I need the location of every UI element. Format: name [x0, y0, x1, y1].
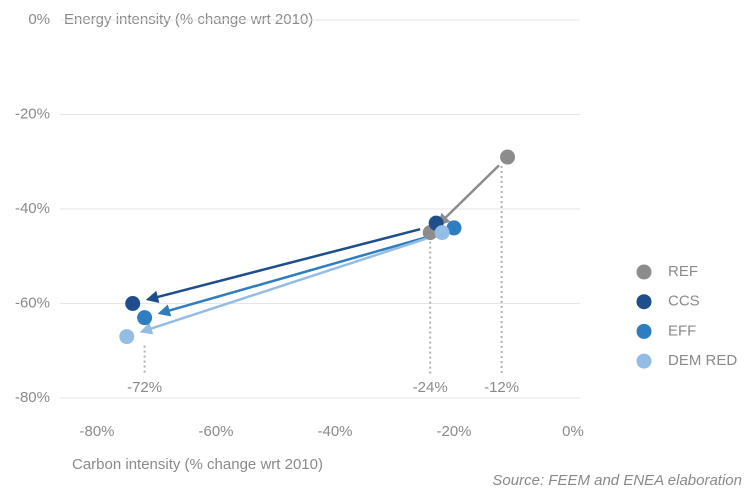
legend-label: DEM RED [668, 352, 737, 369]
x-tick-label: -80% [79, 423, 114, 440]
legend-marker [636, 294, 652, 310]
x-tick-label: 0% [562, 423, 584, 440]
point [137, 310, 153, 326]
point [119, 329, 135, 345]
x-tick-label: -60% [198, 423, 233, 440]
point [434, 225, 450, 241]
point [125, 296, 141, 311]
x-tick-label: -20% [436, 423, 471, 440]
y-axis-label: Energy intensity (% change wrt 2010) [64, 11, 313, 28]
legend-marker [636, 264, 652, 280]
x-axis-label: Carbon intensity (% change wrt 2010) [72, 456, 323, 473]
arrow [157, 232, 439, 317]
y-tick-label: -40% [15, 200, 50, 217]
annotation-label: -24% [413, 379, 448, 396]
legend-label: CCS [668, 293, 700, 310]
legend-label: EFF [668, 322, 696, 339]
y-tick-label: -60% [15, 294, 50, 311]
legend-label: REF [668, 263, 698, 280]
y-tick-label: 0% [28, 11, 50, 28]
legend-marker [636, 353, 652, 369]
x-tick-label: -40% [317, 423, 352, 440]
annotation-label: -12% [484, 379, 519, 396]
y-tick-label: -80% [15, 389, 50, 406]
annotation-label: -72% [127, 379, 162, 396]
arrow [145, 227, 421, 303]
arrow [436, 164, 500, 226]
legend-marker [636, 323, 652, 339]
arrow [139, 237, 427, 335]
y-tick-label: -20% [15, 105, 50, 122]
point [446, 220, 462, 236]
source: Source: FEEM and ENEA elaboration [492, 472, 742, 489]
point [500, 149, 516, 165]
